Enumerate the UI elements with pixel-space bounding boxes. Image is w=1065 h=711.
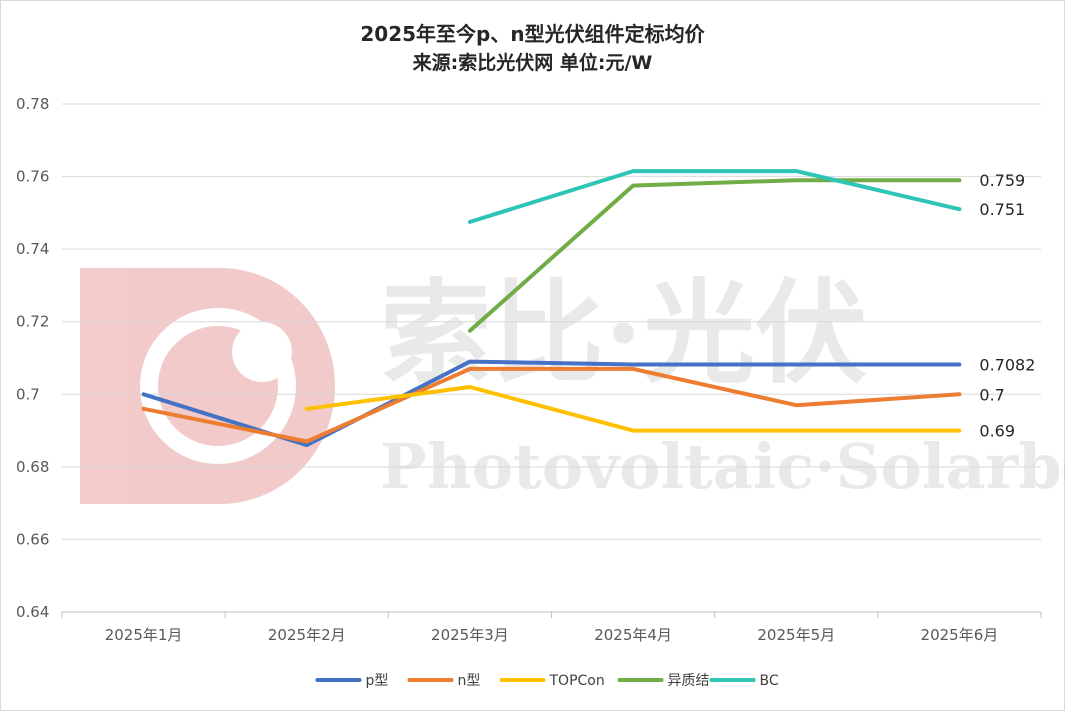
y-tick-label: 0.68 — [16, 458, 49, 476]
y-tick-label: 0.7 — [16, 385, 40, 403]
x-tick-label: 2025年3月 — [431, 626, 509, 644]
y-tick-label: 0.74 — [16, 240, 49, 258]
y-tick-label: 0.76 — [16, 168, 49, 186]
chart-title: 2025年至今p、n型光伏组件定标均价 — [360, 22, 705, 46]
x-tick-label: 2025年6月 — [921, 626, 999, 644]
legend: p型 n型 TOPCon 异质结 BC — [315, 673, 779, 689]
legend-item-BC: BC — [709, 673, 779, 689]
series-layer — [141, 169, 962, 448]
legend-item-异质结: 异质结 — [617, 673, 710, 689]
x-tick-label: 2025年1月 — [105, 626, 183, 644]
legend-label: n型 — [458, 673, 481, 689]
data-label-layer: 0.7082 0.7 0.69 0.759 0.751 — [979, 171, 1035, 440]
legend-label: p型 — [366, 673, 389, 689]
data-label-n型: 0.7 — [979, 385, 1004, 404]
data-label-p型: 0.7082 — [979, 356, 1035, 375]
y-tick-label: 0.78 — [16, 95, 49, 113]
x-tick-label: 2025年5月 — [757, 626, 835, 644]
data-label-TOPCon: 0.69 — [979, 422, 1015, 441]
series-line-TOPCon — [304, 385, 962, 433]
legend-item-p型: p型 — [315, 673, 389, 689]
series-line-异质结 — [467, 178, 962, 333]
y-tick-label: 0.66 — [16, 530, 49, 548]
legend-label: TOPCon — [549, 673, 605, 689]
watermark-text-cn: 索比·光伏 — [380, 268, 867, 399]
x-tick-label: 2025年4月 — [594, 626, 672, 644]
legend-item-n型: n型 — [407, 673, 481, 689]
data-label-异质结: 0.759 — [979, 171, 1025, 190]
y-tick-label: 0.72 — [16, 313, 49, 331]
x-tick-label: 2025年2月 — [268, 626, 346, 644]
legend-label: BC — [760, 673, 779, 689]
axis-layer: 0.64 0.66 0.68 0.7 0.72 0.74 0.76 0.78 2025年1月 20… — [16, 95, 1042, 644]
legend-item-TOPCon: TOPCon — [499, 673, 605, 689]
watermark-logo — [80, 268, 335, 504]
data-label-BC: 0.751 — [979, 200, 1025, 219]
grid-layer — [62, 103, 1041, 613]
y-tick-label: 0.64 — [16, 603, 49, 621]
series-line-n型 — [141, 366, 962, 444]
legend-label: 异质结 — [668, 673, 710, 689]
chart-subtitle: 来源:索比光伏网 单位:元/W — [412, 52, 653, 74]
series-line-BC — [467, 169, 962, 224]
